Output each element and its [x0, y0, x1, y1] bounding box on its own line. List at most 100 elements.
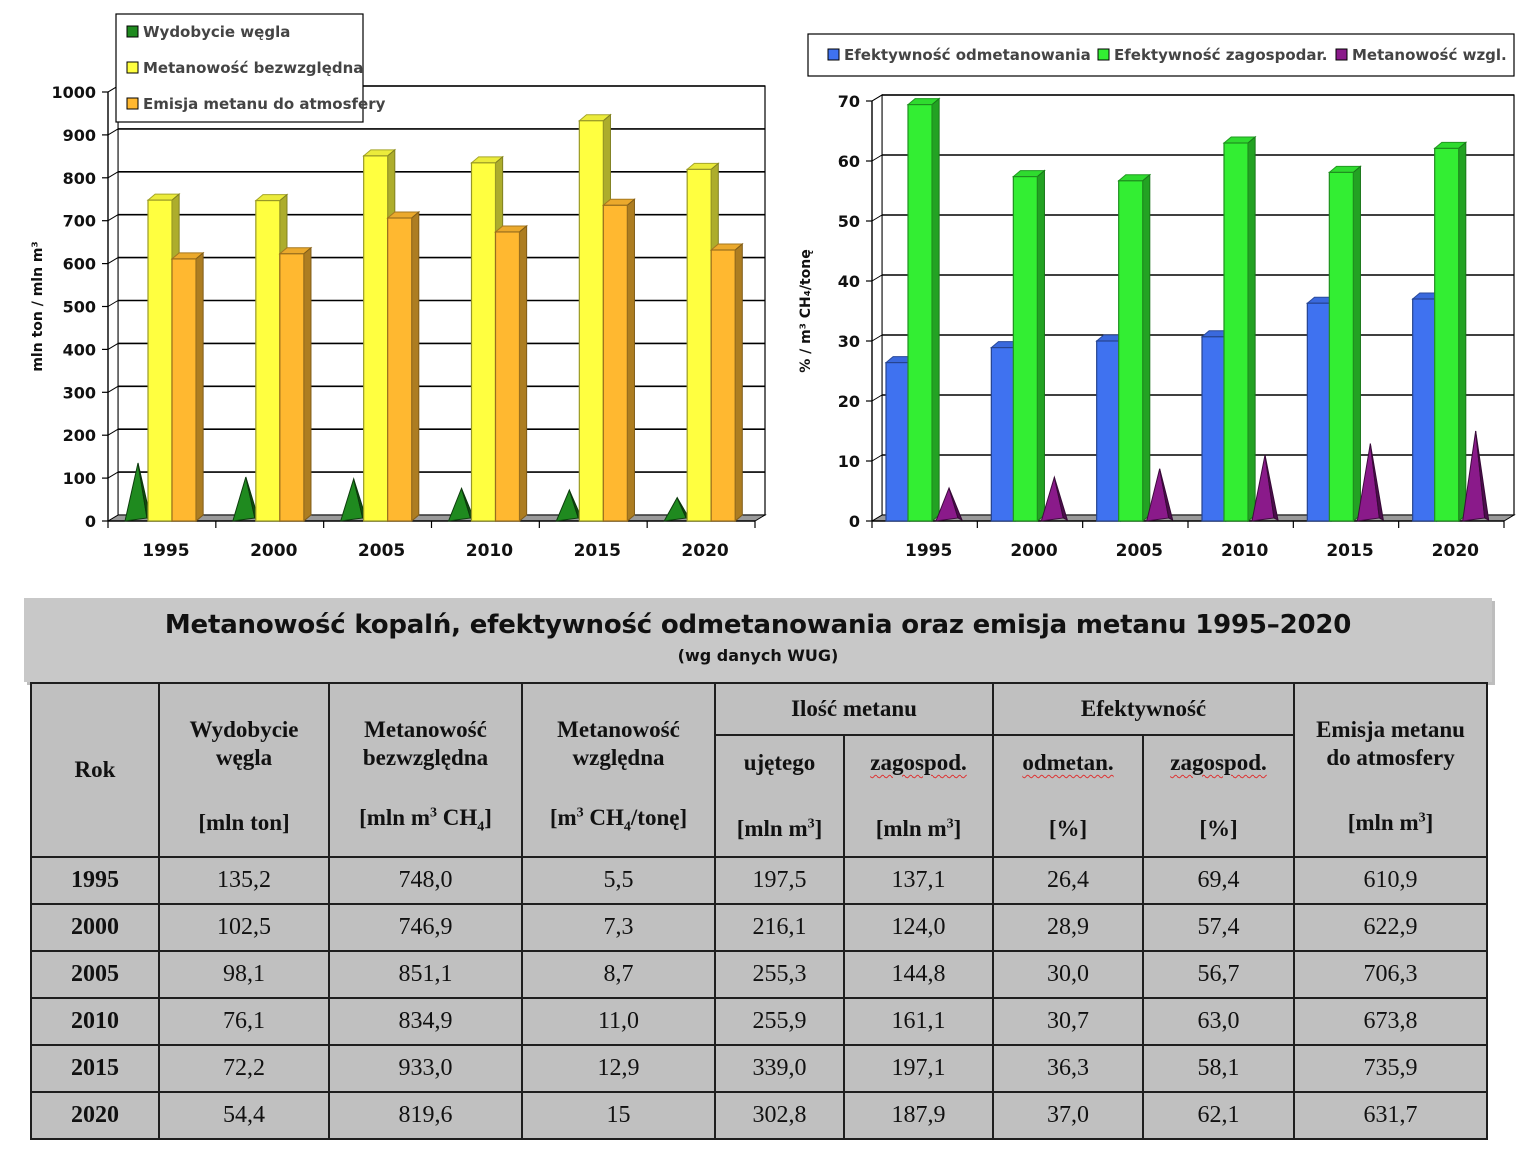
- table-cell: 76,1: [158, 997, 330, 1046]
- table-cell: 30,7: [992, 997, 1144, 1046]
- x-tick-label: 1995: [142, 541, 189, 561]
- table-cell: 144,8: [843, 950, 994, 999]
- table-cell: 706,3: [1293, 950, 1489, 999]
- gridline-side: [107, 385, 119, 393]
- bar-efektywność-zagospodar-: [1327, 165, 1362, 523]
- table-cell-year: 2020: [30, 1091, 160, 1140]
- y-tick-label: 10: [838, 452, 860, 471]
- plot-side-wall: [871, 94, 883, 522]
- table-cell: 255,3: [714, 950, 845, 999]
- x-tick-label: 2000: [1010, 541, 1057, 561]
- legend-label: Emisja metanu do atmosfery: [143, 95, 386, 113]
- table-cell: 197,5: [714, 856, 845, 905]
- x-tick-label: 2005: [1116, 541, 1163, 561]
- bar-emisja-metanu-do-atmosfery: [494, 224, 529, 523]
- x-tick-label: 2005: [358, 541, 405, 561]
- table-subtitle: (wg danych WUG): [677, 646, 839, 665]
- data-table: Rok Wydobycie węgla [mln ton] Metanowość…: [30, 682, 1489, 1140]
- table-row: 2020 54,4 819,6 15 302,8 187,9 37,0 62,1 631,7: [30, 1091, 1489, 1140]
- table-cell: 56,7: [1141, 950, 1296, 999]
- bar-emisja-metanu-do-atmosfery: [601, 198, 636, 523]
- table-cell: 63,0: [1141, 997, 1296, 1046]
- table-cell-year: 2015: [30, 1044, 160, 1093]
- y-axis-label: % / m³ CH₄/tonę: [798, 249, 814, 373]
- y-tick-label: 1000: [51, 83, 96, 102]
- y-tick-label: 20: [838, 392, 860, 411]
- cone-wydobycie-węgla: [339, 476, 368, 522]
- table-cell: 37,0: [992, 1091, 1144, 1140]
- header-emisja: Emisja metanu do atmosfery [mln m3]: [1293, 682, 1489, 858]
- table-cell: 302,8: [714, 1091, 845, 1140]
- gridline-side: [107, 171, 119, 179]
- gridline-side: [871, 154, 883, 162]
- gridline-side: [871, 334, 883, 342]
- gridline-side: [871, 214, 883, 222]
- header-zagospod-pct: zagospod. [%]: [1141, 734, 1296, 858]
- table-cell: 819,6: [328, 1091, 523, 1140]
- bar-emisja-metanu-do-atmosfery: [709, 242, 744, 523]
- x-tick-label: 2015: [574, 541, 621, 561]
- table-cell: 631,7: [1293, 1091, 1489, 1140]
- cone-wydobycie-węgla: [663, 496, 692, 522]
- y-tick-label: 70: [838, 92, 860, 111]
- bar-emisja-metanu-do-atmosfery: [278, 246, 313, 523]
- y-tick-label: 800: [63, 169, 96, 188]
- header-odmetan: odmetan. [%]: [992, 734, 1144, 858]
- cone-metanowość-wzgl-: [1146, 468, 1174, 522]
- table-cell: 57,4: [1141, 903, 1296, 952]
- table-cell: 622,9: [1293, 903, 1489, 952]
- table-cell: 339,0: [714, 1044, 845, 1093]
- gridline-side: [107, 128, 119, 136]
- table-cell: 36,3: [992, 1044, 1144, 1093]
- bar-emisja-metanu-do-atmosfery: [170, 251, 205, 523]
- table-cell: 187,9: [843, 1091, 994, 1140]
- table-cell: 255,9: [714, 997, 845, 1046]
- legend-label: Metanowość wzgl.: [1352, 46, 1507, 64]
- y-tick-label: 40: [838, 272, 860, 291]
- header-wydobycie: Wydobycie węgla [mln ton]: [158, 682, 330, 858]
- chart-coal-methane: 0 100 200 300 400 500 600 700 800 900 1000 mln ton …: [30, 13, 767, 561]
- y-tick-label: 0: [849, 512, 860, 531]
- chart-efficiency: 0 10 20 30 40 50 60 70 % / m³ CH₄/tonę 1995 2000 20…: [798, 33, 1516, 561]
- x-tick-label: 2000: [250, 541, 297, 561]
- table-cell: 610,9: [1293, 856, 1489, 905]
- y-tick-label: 600: [63, 255, 96, 274]
- table-cell: 851,1: [328, 950, 523, 999]
- table-cell: 26,4: [992, 856, 1144, 905]
- table-cell: 124,0: [843, 903, 994, 952]
- x-tick-label: 1995: [905, 541, 952, 561]
- legend: Wydobycie węgla Metanowość bezwzględna Emi…: [115, 13, 386, 123]
- y-axis-label: mln ton / mln m³: [30, 241, 46, 371]
- table-cell: 735,9: [1293, 1044, 1489, 1093]
- y-tick-label: 500: [63, 298, 96, 317]
- y-tick-label: 60: [838, 152, 860, 171]
- table-cell: 135,2: [158, 856, 330, 905]
- table-row: 1995 135,2 748,0 5,5 197,5 137,1 26,4 69,4 610,9: [30, 856, 1489, 905]
- cone-metanowość-wzgl-: [1462, 430, 1490, 522]
- header-metanowosc-wzgledna: Metanowość względna [m3 CH4/tonę]: [521, 682, 716, 858]
- table-cell: 7,3: [521, 903, 716, 952]
- y-tick-label: 400: [63, 340, 96, 359]
- table-cell: 8,7: [521, 950, 716, 999]
- legend-swatch: [126, 97, 139, 110]
- table-title-band: Metanowość kopalń, efektywność odmetanow…: [24, 598, 1492, 682]
- legend-swatch: [126, 25, 139, 38]
- bar-efektywność-zagospodar-: [906, 97, 941, 523]
- header-metanowosc-bezwzgledna: Metanowość bezwzględna [mln m3 CH4]: [328, 682, 523, 858]
- table-title: Metanowość kopalń, efektywność odmetanow…: [164, 610, 1352, 640]
- table-cell: 933,0: [328, 1044, 523, 1093]
- table-row: 2005 98,1 851,1 8,7 255,3 144,8 30,0 56,7 706,3: [30, 950, 1489, 999]
- table-cell: 746,9: [328, 903, 523, 952]
- bar-efektywność-zagospodar-: [1011, 169, 1046, 523]
- y-tick-label: 0: [85, 512, 96, 531]
- table-cell: 137,1: [843, 856, 994, 905]
- gridline-side: [871, 274, 883, 282]
- table-cell-year: 2005: [30, 950, 160, 999]
- table-cell: 12,9: [521, 1044, 716, 1093]
- legend-box: [115, 13, 364, 123]
- legend-box: [807, 33, 1515, 77]
- table-cell: 161,1: [843, 997, 994, 1046]
- header-ujetego: ujętego [mln m3]: [714, 734, 845, 858]
- legend-swatch: [1097, 48, 1110, 61]
- table-cell: 98,1: [158, 950, 330, 999]
